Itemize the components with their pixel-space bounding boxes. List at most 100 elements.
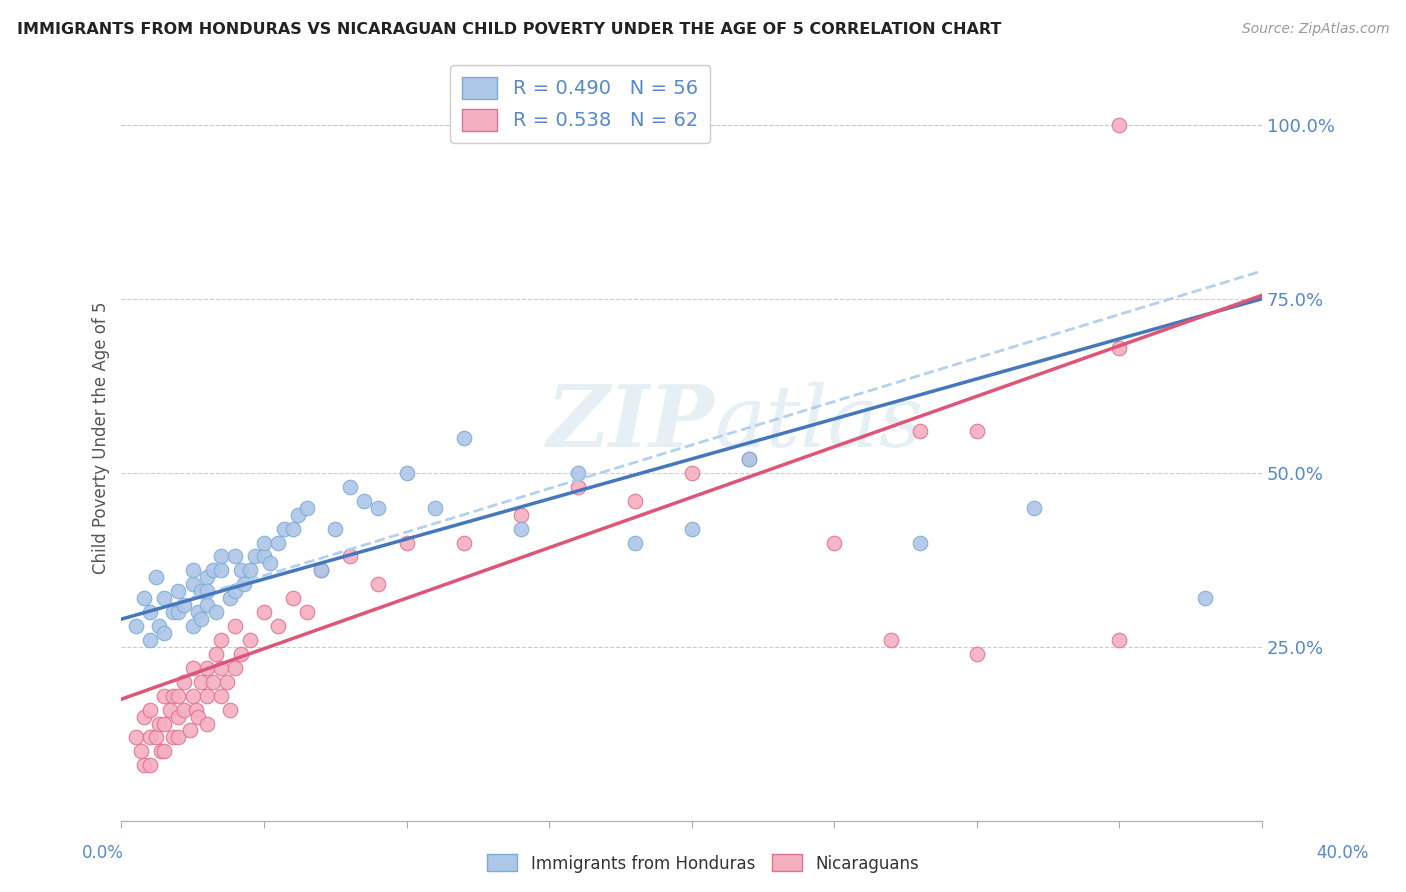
Point (153, 626, 176, 640)
Point (195, 689, 218, 703)
Point (367, 577, 389, 591)
Point (150, 744, 173, 758)
Point (908, 424, 931, 438)
Point (139, 605, 162, 619)
Point (139, 758, 162, 772)
Point (1108, 118, 1130, 132)
Point (253, 535, 276, 549)
Point (153, 689, 176, 703)
Point (367, 500, 389, 515)
Point (224, 619, 246, 633)
Point (1194, 591, 1216, 606)
Point (423, 500, 446, 515)
Point (395, 466, 418, 480)
Point (823, 535, 845, 549)
Point (215, 674, 238, 689)
Point (966, 424, 988, 438)
Point (181, 619, 204, 633)
Point (187, 605, 209, 619)
Point (139, 703, 162, 717)
Point (295, 500, 318, 515)
Point (231, 647, 253, 661)
Point (167, 605, 190, 619)
Point (295, 605, 318, 619)
Point (204, 605, 226, 619)
Point (273, 522, 295, 536)
Point (162, 731, 184, 745)
Point (224, 549, 246, 564)
Point (218, 703, 240, 717)
Point (259, 557, 281, 571)
Text: Source: ZipAtlas.com: Source: ZipAtlas.com (1241, 22, 1389, 37)
Point (190, 674, 212, 689)
Point (233, 577, 256, 591)
Legend: R = 0.490   N = 56, R = 0.538   N = 62: R = 0.490 N = 56, R = 0.538 N = 62 (450, 65, 710, 143)
Point (190, 612, 212, 626)
Point (195, 661, 218, 675)
Point (218, 591, 240, 606)
Point (187, 709, 209, 723)
Point (131, 744, 153, 758)
Point (681, 466, 703, 480)
Point (159, 703, 181, 717)
Point (209, 563, 232, 577)
Point (153, 744, 176, 758)
Point (195, 584, 218, 599)
Point (281, 522, 304, 536)
Point (181, 689, 204, 703)
Point (195, 570, 218, 584)
Point (201, 674, 224, 689)
Legend: Immigrants from Honduras, Nicaraguans: Immigrants from Honduras, Nicaraguans (481, 847, 925, 880)
Y-axis label: Child Poverty Under the Age of 5: Child Poverty Under the Age of 5 (93, 301, 110, 574)
Point (153, 591, 176, 606)
Point (239, 563, 262, 577)
Point (224, 661, 246, 675)
Point (253, 549, 276, 564)
Point (453, 535, 475, 549)
Point (339, 549, 361, 564)
Point (231, 563, 253, 577)
Point (181, 661, 204, 675)
Point (139, 731, 162, 745)
Point (134, 709, 156, 723)
Point (209, 632, 232, 647)
Point (908, 535, 931, 549)
Point (145, 570, 167, 584)
Point (179, 723, 201, 738)
Text: ZIP: ZIP (547, 381, 714, 465)
Point (623, 493, 645, 508)
Point (204, 647, 226, 661)
Point (287, 508, 309, 522)
Point (253, 605, 276, 619)
Point (880, 632, 903, 647)
Point (181, 577, 204, 591)
Point (339, 480, 361, 494)
Point (209, 661, 232, 675)
Point (134, 591, 156, 606)
Point (148, 716, 170, 731)
Point (281, 591, 304, 606)
Point (567, 466, 589, 480)
Point (567, 480, 589, 494)
Point (267, 535, 290, 549)
Point (453, 431, 475, 445)
Point (245, 549, 267, 564)
Point (323, 522, 346, 536)
Point (125, 619, 148, 633)
Point (167, 731, 190, 745)
Point (162, 605, 184, 619)
Point (309, 563, 332, 577)
Point (162, 689, 184, 703)
Point (153, 716, 176, 731)
Point (173, 703, 195, 717)
Point (309, 563, 332, 577)
Point (167, 709, 190, 723)
Point (681, 522, 703, 536)
Point (224, 584, 246, 599)
Point (173, 674, 195, 689)
Point (167, 584, 190, 599)
Point (167, 689, 190, 703)
Point (201, 563, 224, 577)
Point (195, 598, 218, 612)
Text: atlas: atlas (714, 382, 924, 464)
